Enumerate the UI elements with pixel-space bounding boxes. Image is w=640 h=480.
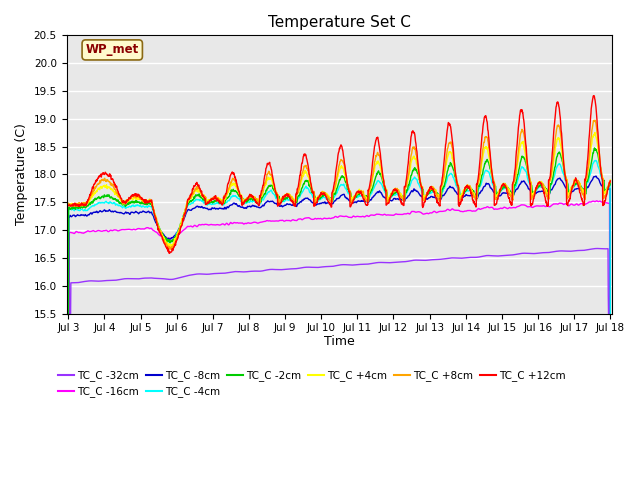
Legend: TC_C -32cm, TC_C -16cm, TC_C -8cm, TC_C -4cm, TC_C -2cm, TC_C +4cm, TC_C +8cm, T: TC_C -32cm, TC_C -16cm, TC_C -8cm, TC_C … [54,366,570,401]
Y-axis label: Temperature (C): Temperature (C) [15,123,28,226]
X-axis label: Time: Time [324,335,355,348]
Text: WP_met: WP_met [86,43,139,57]
Title: Temperature Set C: Temperature Set C [268,15,411,30]
